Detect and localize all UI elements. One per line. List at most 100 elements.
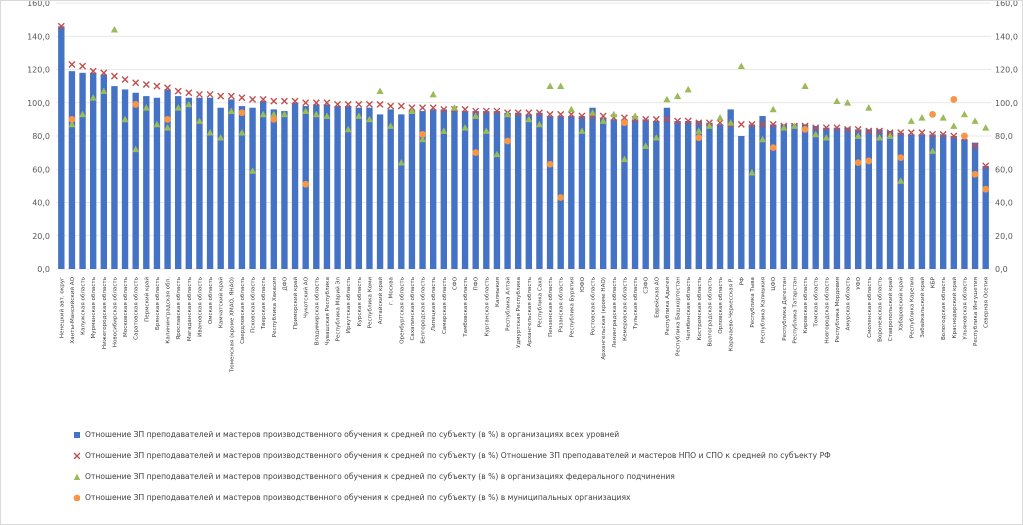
- cross-marker: [238, 94, 246, 102]
- bar: [663, 107, 671, 269]
- x-tick-label: Республика Мордовия: [835, 277, 841, 343]
- x-tick-label: ЦФО: [771, 276, 777, 290]
- y-tick-label: 0,0: [37, 265, 50, 274]
- bar: [610, 119, 617, 269]
- circle-marker: [950, 96, 958, 103]
- triangle-marker: [620, 155, 629, 163]
- cross-marker: [440, 105, 448, 113]
- triangle-marker: [472, 112, 480, 119]
- bar: [600, 117, 607, 270]
- bar: [270, 109, 277, 270]
- cross-marker: [875, 127, 883, 135]
- legend-label: Отношение ЗП преподавателей и мастеров п…: [85, 472, 675, 481]
- triangle-marker: [982, 124, 990, 131]
- y-tick-label: 140,0: [27, 32, 50, 41]
- cross-marker: [302, 99, 310, 107]
- x-tick-label: Ленинградская область: [612, 277, 618, 348]
- x-tick-label: Республика Калмыкия: [761, 277, 767, 343]
- x-tick-label: Вологодская область: [941, 277, 947, 340]
- triangle-marker: [132, 145, 140, 153]
- x-tick-label: Ставропольский край: [887, 277, 894, 342]
- bar: [334, 106, 341, 269]
- legend-entry: Отношение ЗП преподавателей и мастеров п…: [73, 429, 1003, 440]
- x-tick-label: Республика Адыгея: [665, 277, 671, 335]
- triangle-marker: [344, 125, 352, 133]
- cross-marker: [748, 120, 756, 128]
- cross-marker: [493, 107, 501, 115]
- cross-marker: [812, 124, 820, 132]
- x-tick-label: Свердловская область: [240, 277, 246, 344]
- cross-marker: [387, 102, 395, 110]
- triangle-marker: [450, 104, 459, 111]
- x-tick-label: Курская область: [357, 277, 363, 326]
- cross-marker: [174, 87, 182, 95]
- bar: [260, 101, 267, 270]
- triangle-marker: [227, 107, 235, 114]
- cross-marker: [695, 119, 703, 127]
- bar: [865, 129, 872, 269]
- y-tick-label: 60,0: [32, 165, 50, 174]
- bar: [631, 119, 639, 269]
- bar: [546, 116, 554, 269]
- bar: [430, 109, 437, 270]
- triangle-marker: [110, 26, 119, 33]
- cross-marker: [280, 97, 288, 105]
- bar: [525, 114, 532, 269]
- x-tick-label: ДФО: [282, 276, 288, 290]
- cross-marker: [759, 120, 767, 128]
- bar: [589, 107, 596, 269]
- bar: [504, 112, 511, 269]
- circle-marker: [961, 132, 968, 140]
- y-tick-label: 100,0: [27, 99, 50, 108]
- bar: [833, 127, 841, 269]
- bar: [79, 72, 86, 269]
- triangle-marker: [174, 104, 182, 111]
- cross-marker: [663, 115, 671, 123]
- triangle-marker: [705, 122, 714, 129]
- x-tick-label: Калужская область: [81, 277, 87, 335]
- bar: [164, 89, 171, 269]
- cross-marker: [227, 92, 235, 100]
- triangle-marker: [493, 150, 501, 158]
- triangle-marker: [897, 177, 905, 184]
- y-tick-label: 40,0: [32, 199, 50, 208]
- x-tick-label: Белгородская область: [421, 277, 427, 344]
- bar: [727, 109, 734, 270]
- bar: [536, 112, 543, 269]
- bar: [143, 96, 150, 269]
- circle-marker: [68, 115, 76, 123]
- cross-marker: [844, 125, 852, 133]
- triangle-marker: [408, 107, 416, 114]
- x-tick-label: Архангельская область: [527, 277, 533, 347]
- x-tick-label: Карачаево-Черкесская Р.: [729, 277, 735, 351]
- cross-marker: [397, 102, 405, 110]
- cross-marker: [68, 61, 76, 69]
- x-tick-label: Северная Осетия: [984, 277, 990, 328]
- x-tick-label: Камчатский край: [218, 277, 225, 328]
- triangle-marker: [355, 112, 363, 119]
- cross-marker: [525, 109, 533, 117]
- x-tick-label: Алтайский край: [377, 277, 384, 325]
- bar: [621, 119, 628, 269]
- x-tick-label: ПФО: [474, 276, 480, 290]
- x-tick-label: КБР: [931, 276, 937, 288]
- y2-tick-label: 80,0: [995, 132, 1013, 141]
- cross-marker: [185, 89, 193, 97]
- bar: [950, 136, 957, 269]
- x-tick-label: Мурманская область: [91, 277, 97, 339]
- bar: [153, 97, 161, 269]
- bar: [568, 116, 575, 269]
- triangle-marker: [578, 127, 586, 134]
- bar: [90, 72, 97, 269]
- x-tick-label: Калмыкия: [495, 277, 501, 307]
- bar: [68, 71, 76, 269]
- x-tick-label: Республика Алтай: [505, 277, 512, 331]
- legend-marker: [73, 473, 80, 480]
- y2-tick-label: 140,0: [995, 32, 1018, 41]
- x-tick-label: Московская область: [123, 277, 129, 337]
- bar: [908, 134, 915, 269]
- x-tick-label: Краснодарский край: [951, 277, 958, 339]
- cross-marker: [89, 67, 97, 75]
- y2-tick-label: 20,0: [995, 232, 1013, 241]
- legend-entry: Отношение ЗП преподавателей и мастеров п…: [73, 471, 1003, 482]
